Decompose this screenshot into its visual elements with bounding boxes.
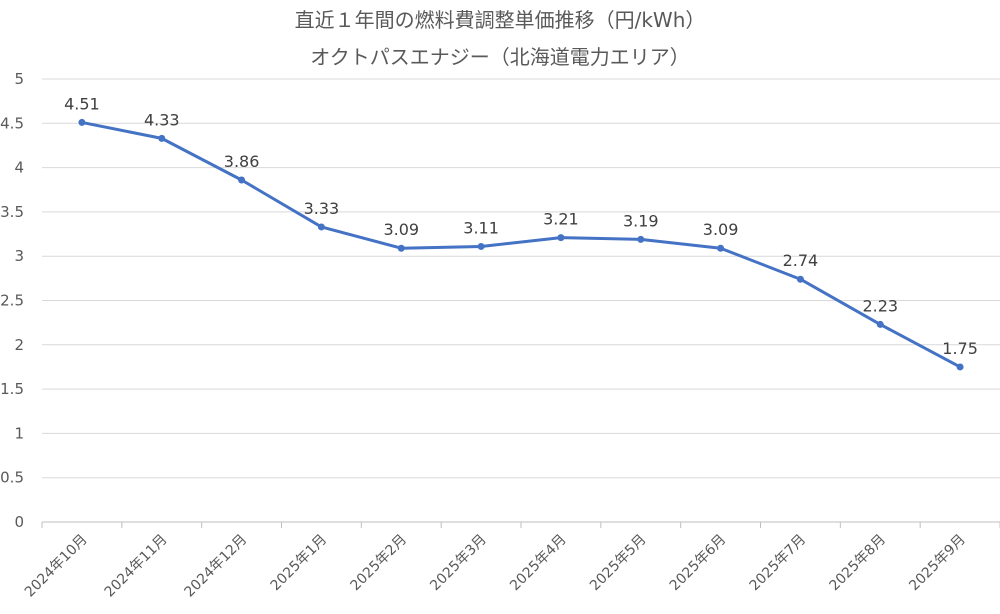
x-tick-label: 2024年12月: [182, 532, 251, 601]
data-point: [238, 176, 246, 184]
data-point: [78, 118, 86, 126]
y-tick-label: 1: [14, 424, 24, 442]
x-tick-label: 2025年1月: [268, 532, 331, 595]
data-point: [637, 235, 645, 243]
data-label: 2.23: [862, 296, 898, 315]
x-tick-label: 2025年2月: [347, 532, 410, 595]
y-tick-label: 3.5: [0, 203, 24, 221]
x-tick-label: 2024年10月: [22, 532, 91, 601]
y-tick-label: 4: [14, 159, 24, 177]
data-point: [397, 244, 405, 252]
data-point: [876, 320, 884, 328]
data-point: [317, 223, 325, 231]
y-tick-label: 0: [14, 513, 24, 531]
data-point: [717, 244, 725, 252]
data-label: 3.86: [224, 152, 260, 171]
x-tick-label: 2025年4月: [507, 532, 570, 595]
y-tick-label: 2: [14, 336, 24, 354]
y-tick-label: 1.5: [0, 380, 24, 398]
y-tick-label: 5: [14, 70, 24, 88]
x-tick-label: 2025年9月: [906, 532, 969, 595]
data-label: 3.09: [703, 220, 739, 239]
chart-subtitle: オクトパスエナジー（北海道電力エリア）: [310, 45, 690, 69]
data-label: 3.11: [463, 218, 499, 237]
y-tick-label: 0.5: [0, 469, 24, 487]
x-tick-label: 2025年7月: [747, 532, 810, 595]
data-label: 4.33: [144, 110, 180, 129]
data-labels: 4.51 4.33 3.86 3.33 3.09 3.11 3.21 3.19 3.09 2.74…: [64, 94, 978, 358]
series-layer: [78, 118, 964, 371]
y-tick-label: 4.5: [0, 114, 24, 132]
data-label: 2.74: [783, 251, 819, 270]
data-label: 3.09: [383, 220, 419, 239]
y-tick-label: 3: [14, 247, 24, 265]
x-tick-label: 2024年11月: [102, 532, 171, 601]
chart-title: 直近１年間の燃料費調整単価推移（円/kWh）: [295, 8, 706, 32]
gridlines: [42, 78, 1000, 479]
data-point: [796, 275, 804, 283]
data-point: [158, 134, 166, 142]
data-label: 3.21: [543, 210, 579, 229]
data-label: 3.19: [623, 211, 659, 230]
data-point: [956, 363, 964, 371]
x-tick-label: 2025年3月: [427, 532, 490, 595]
y-tick-label: 2.5: [0, 292, 24, 310]
x-tick-label: 2025年6月: [667, 532, 730, 595]
data-point: [557, 234, 565, 242]
data-label: 3.33: [304, 199, 340, 218]
data-label: 4.51: [64, 94, 100, 113]
data-point: [477, 242, 485, 250]
x-tick-label: 2025年5月: [587, 532, 650, 595]
data-label: 1.75: [942, 339, 978, 358]
x-tick-label: 2025年8月: [826, 532, 889, 595]
series-line: [80, 120, 962, 369]
